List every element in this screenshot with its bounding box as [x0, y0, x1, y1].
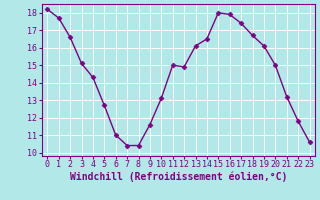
X-axis label: Windchill (Refroidissement éolien,°C): Windchill (Refroidissement éolien,°C): [70, 172, 287, 182]
